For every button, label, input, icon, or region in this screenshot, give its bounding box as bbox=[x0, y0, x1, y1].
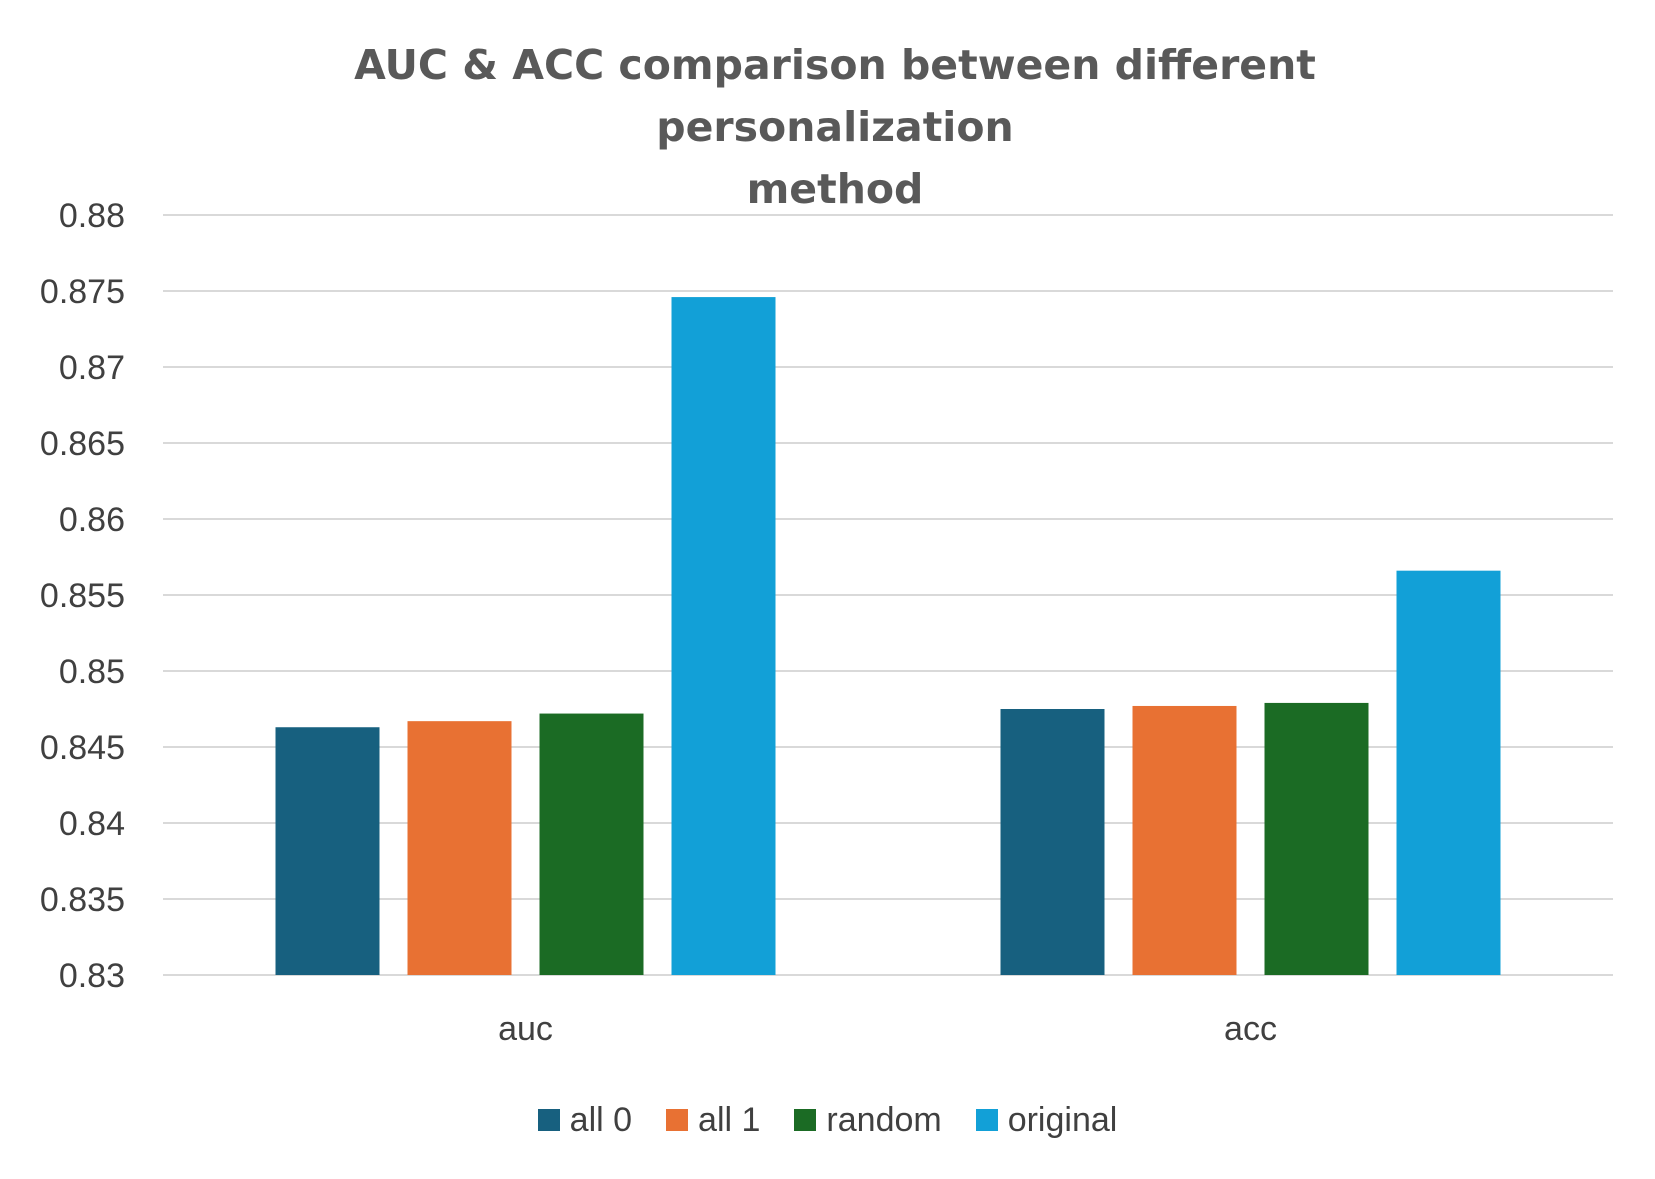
legend-label: all 1 bbox=[698, 1100, 761, 1139]
legend-swatch bbox=[975, 1109, 998, 1131]
chart-title-line-1: AUC & ACC comparison between different p… bbox=[354, 41, 1316, 151]
bar-acc-original bbox=[1396, 570, 1501, 975]
legend-label: all 0 bbox=[569, 1100, 633, 1139]
legend-item-all-1: all 1 bbox=[666, 1101, 760, 1140]
legend-item-random: random bbox=[794, 1100, 942, 1140]
y-tick-label: 0.835 bbox=[40, 881, 125, 919]
y-axis-tick-labels: 0.83 0.835 0.84 0.845 0.85 0.855 0.86 0.865 0.87… bbox=[40, 197, 125, 995]
y-tick-label: 0.855 bbox=[40, 577, 125, 615]
y-tick-label: 0.865 bbox=[40, 425, 125, 463]
y-tick-label: 0.85 bbox=[59, 653, 125, 691]
bar-acc-random bbox=[1264, 702, 1369, 975]
bar-auc-all-1 bbox=[407, 721, 512, 975]
y-tick-label: 0.86 bbox=[59, 501, 125, 539]
x-category-label-auc: auc bbox=[498, 1010, 553, 1048]
y-tick-label: 0.88 bbox=[59, 197, 125, 235]
y-tick-label: 0.875 bbox=[40, 273, 125, 311]
bar-auc-random bbox=[539, 713, 644, 975]
y-tick-label: 0.845 bbox=[40, 729, 125, 767]
legend-swatch bbox=[666, 1109, 689, 1131]
chart-title-line-2: method bbox=[746, 165, 924, 213]
y-tick-label: 0.87 bbox=[59, 349, 125, 387]
x-axis-category-labels: auc acc bbox=[498, 1010, 1277, 1048]
y-tick-label: 0.84 bbox=[59, 805, 125, 843]
legend-swatch bbox=[537, 1109, 560, 1131]
y-tick-label: 0.83 bbox=[59, 957, 125, 995]
bars bbox=[275, 297, 1501, 976]
bar-auc-original bbox=[671, 297, 776, 976]
bar-auc-all-0 bbox=[275, 727, 380, 975]
legend-item-all-0: all 0 bbox=[537, 1100, 633, 1140]
legend-label: original bbox=[1007, 1100, 1118, 1139]
legend: all 0 all 1 random original bbox=[0, 1098, 1655, 1142]
gridlines bbox=[163, 214, 1613, 976]
legend-item-original: original bbox=[975, 1100, 1118, 1140]
bar-acc-all-0 bbox=[1000, 709, 1105, 975]
chart-title: AUC & ACC comparison between different p… bbox=[180, 34, 1490, 220]
legend-swatch bbox=[794, 1109, 817, 1131]
legend-label: random bbox=[826, 1100, 942, 1139]
x-category-label-acc: acc bbox=[1224, 1010, 1277, 1048]
bar-acc-all-1 bbox=[1132, 705, 1237, 975]
